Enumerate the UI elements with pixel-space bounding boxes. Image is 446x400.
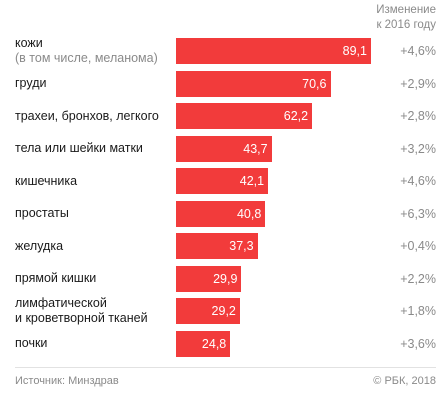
category-label: лимфатической и кроветворной тканей <box>15 296 173 325</box>
bar-value-label: 43,7 <box>243 141 268 156</box>
category-label: груди <box>15 71 173 97</box>
change-value: +3,2% <box>400 141 436 156</box>
bar-row: трахеи, бронхов, легкого 62,2 +2,8% <box>0 103 446 129</box>
change-value: +0,4% <box>400 239 436 253</box>
bar-value-label: 70,6 <box>302 76 327 91</box>
category-label: прямой кишки <box>15 266 173 292</box>
category-label: кожи (в том числе, меланома) <box>15 36 173 65</box>
bar-row: груди 70,6 +2,9% <box>0 70 446 97</box>
bar-row: кожи (в том числе, меланома) 89,1 +4,6% <box>0 36 446 65</box>
change-value: +4,6% <box>400 44 436 58</box>
category-label: трахеи, бронхов, легкого <box>15 103 173 129</box>
change-value: +4,6% <box>400 174 436 188</box>
change-value: +2,8% <box>400 109 436 123</box>
category-label-main: трахеи, бронхов, легкого <box>15 108 159 123</box>
change-column-header: Изменение к 2016 году <box>326 3 436 33</box>
bar-value-label: 29,2 <box>211 304 236 318</box>
bar: 89,1 <box>176 38 371 64</box>
category-label: простаты <box>15 201 173 227</box>
change-value: +2,9% <box>400 76 436 91</box>
bar-row: почки 24,8 +3,6% <box>0 330 446 357</box>
change-value: +2,2% <box>400 271 436 286</box>
category-label: кишечника <box>15 168 173 194</box>
bar-row: лимфатической и кроветворной тканей 29,2 +1… <box>0 296 446 325</box>
bar-row: прямой кишки 29,9 +2,2% <box>0 265 446 292</box>
bar-row: тела или шейки матки 43,7 +3,2% <box>0 135 446 162</box>
category-label-main: желудка <box>15 238 64 253</box>
change-value: +3,6% <box>400 336 436 351</box>
category-label-main: кишечника <box>15 173 78 188</box>
bar: 37,3 <box>176 233 258 259</box>
copyright-credit: © РБК, 2018 <box>373 375 436 387</box>
bar-value-label: 29,9 <box>213 271 238 286</box>
change-header-line2: к 2016 году <box>376 19 436 31</box>
source-note: Источник: Минздрав <box>15 375 119 387</box>
category-label-main: простаты <box>15 206 69 220</box>
change-value: +6,3% <box>400 206 436 221</box>
bar: 29,9 <box>176 265 242 292</box>
bar-row: простаты 40,8 +6,3% <box>0 200 446 227</box>
category-label-main: прямой кишки <box>15 271 97 285</box>
bar: 24,8 <box>176 330 231 357</box>
change-header-line1: Изменение <box>376 4 436 16</box>
bar: 42,1 <box>176 168 269 194</box>
bar-value-label: 37,3 <box>229 239 254 253</box>
category-label-sub: и кроветворной тканей <box>15 311 148 325</box>
bar: 70,6 <box>176 70 331 97</box>
category-label-main: тела или шейки матки <box>15 141 143 155</box>
category-label: желудка <box>15 233 173 259</box>
bar-value-label: 24,8 <box>201 336 227 351</box>
bar: 62,2 <box>176 103 313 129</box>
bar-chart: кожи (в том числе, меланома) 89,1 +4,6% груд… <box>0 36 446 357</box>
bar: 29,2 <box>176 298 240 324</box>
category-label-main: почки <box>15 336 48 350</box>
change-value: +1,8% <box>400 304 436 318</box>
category-label: почки <box>15 331 173 357</box>
bar-value-label: 42,1 <box>239 174 265 188</box>
bar: 43,7 <box>176 135 272 162</box>
bar: 40,8 <box>176 200 266 227</box>
category-label-sub: (в том числе, меланома) <box>15 51 158 65</box>
category-label: тела или шейки матки <box>15 136 173 162</box>
bar-value-label: 62,2 <box>283 109 309 123</box>
category-label-main: лимфатической <box>15 296 107 310</box>
bar-row: желудка 37,3 +0,4% <box>0 233 446 259</box>
category-label-main: груди <box>15 76 47 90</box>
bar-value-label: 40,8 <box>236 206 262 221</box>
category-label-main: кожи <box>15 36 43 50</box>
bar-row: кишечника 42,1 +4,6% <box>0 168 446 194</box>
footer-divider <box>15 367 436 368</box>
bar-value-label: 89,1 <box>342 44 367 58</box>
